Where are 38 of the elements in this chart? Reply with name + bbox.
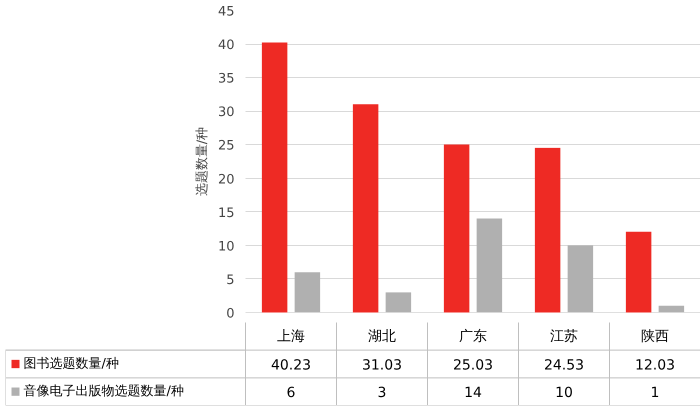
x-tick-label: 陕西 <box>641 328 669 344</box>
bar <box>626 232 652 312</box>
x-tick-label: 江苏 <box>550 328 578 344</box>
legend-label: 音像电子出版物选题数量/种 <box>24 384 184 400</box>
data-label: 12.03 <box>634 358 676 374</box>
y-tick-label: 0 <box>226 306 235 322</box>
data-label: 24.53 <box>544 358 584 374</box>
y-tick-label: 15 <box>218 206 235 221</box>
y-tick-label: 30 <box>218 105 235 120</box>
bar <box>294 272 320 312</box>
x-tick-label: 广东 <box>459 328 487 344</box>
bar <box>444 144 470 312</box>
bar <box>476 218 502 312</box>
bar <box>352 104 378 312</box>
data-label: 3 <box>378 385 386 402</box>
x-tick-label: 上海 <box>277 328 305 344</box>
bar <box>386 292 412 312</box>
data-label: 25.03 <box>452 358 494 374</box>
data-label: 6 <box>286 385 296 402</box>
y-tick-label: 20 <box>218 172 235 188</box>
y-axis-title: 选题数量/种 <box>194 126 210 196</box>
bar <box>262 42 288 312</box>
x-tick-label: 湖北 <box>368 328 396 344</box>
y-tick-label: 40 <box>218 38 235 54</box>
bar <box>658 306 684 312</box>
y-tick-label: 25 <box>218 138 235 154</box>
y-tick-label: 10 <box>218 239 235 254</box>
data-label: 10 <box>555 385 573 402</box>
data-label: 1 <box>650 385 660 402</box>
data-label: 14 <box>464 385 482 402</box>
bar <box>534 148 560 312</box>
data-label: 31.03 <box>362 358 402 374</box>
y-tick-label: 45 <box>218 4 235 20</box>
y-tick-label: 35 <box>218 72 235 87</box>
legend-label: 图书选题数量/种 <box>24 356 119 372</box>
bar <box>568 245 594 312</box>
y-tick-label: 5 <box>226 272 235 288</box>
data-label: 40.23 <box>270 358 312 374</box>
